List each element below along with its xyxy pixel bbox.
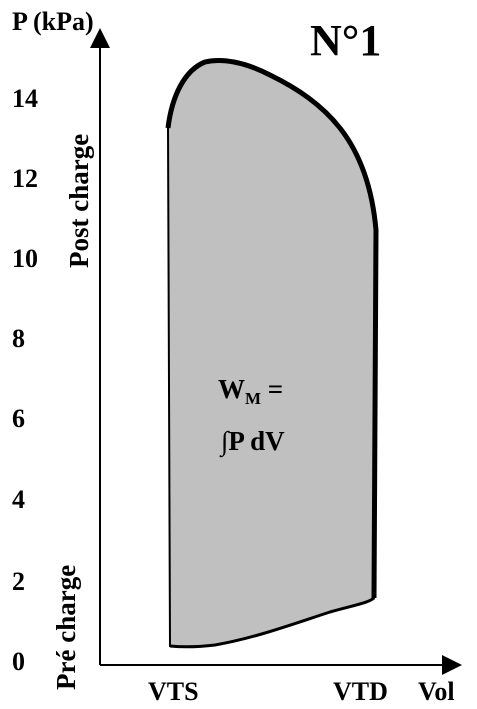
y-tick-label-8: 8 — [12, 324, 25, 353]
y-tick-label-0: 0 — [12, 647, 25, 676]
post-charge-label: Post charge — [64, 134, 94, 268]
y-tick-label-10: 10 — [12, 244, 38, 273]
y-tick-label-4: 4 — [12, 485, 25, 514]
work-annotation-line2: ∫P dV — [219, 426, 285, 458]
work-annotation-line1: WM = — [218, 374, 283, 408]
work-equals: = — [261, 374, 283, 404]
pre-charge-label: Pré charge — [51, 565, 81, 690]
work-symbol: W — [218, 374, 245, 404]
x-tick-label-vtd: VTD — [333, 677, 388, 704]
y-tick-label-6: 6 — [12, 404, 25, 433]
pv-loop-area — [166, 59, 378, 648]
x-axis-label: Vol — [418, 677, 455, 704]
y-tick-label-2: 2 — [12, 567, 25, 596]
pv-loop-bottom-edge — [169, 596, 375, 649]
pv-loop-top-edge — [165, 58, 379, 599]
y-axis-label: P (kPa) — [12, 7, 94, 36]
y-tick-label-14: 14 — [12, 84, 38, 113]
figure-title: N°1 — [310, 16, 381, 65]
x-tick-label-vts: VTS — [148, 677, 199, 704]
y-tick-label-12: 12 — [12, 164, 38, 193]
work-subscript: M — [245, 389, 261, 408]
